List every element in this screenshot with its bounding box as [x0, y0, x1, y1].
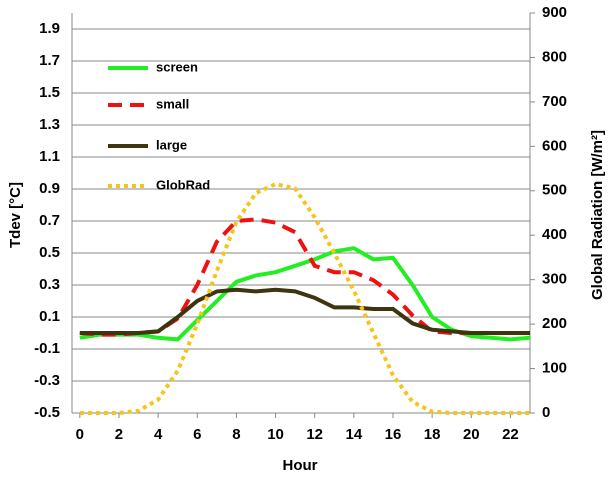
y-tick-label: 0.3: [39, 276, 60, 293]
y2-axis-label: Global Radiation [W/m²]: [589, 130, 606, 300]
legend-label: GlobRad: [156, 177, 210, 192]
y2-tick-label: 700: [542, 93, 567, 110]
y-tick-label: -0.5: [34, 404, 60, 421]
y-tick-label: 0.7: [39, 212, 60, 229]
x-tick-label: 20: [463, 426, 480, 443]
x-tick-label: 6: [193, 426, 201, 443]
x-tick-label: 2: [115, 426, 123, 443]
y-tick-label: 1.3: [39, 116, 60, 133]
y-tick-label: 0.1: [39, 308, 60, 325]
y2-tick-label: 500: [542, 182, 567, 199]
y2-tick-label: 900: [542, 4, 567, 21]
x-tick-label: 22: [502, 426, 519, 443]
y-tick-label: 1.9: [39, 20, 60, 37]
y2-tick-label: 800: [542, 48, 567, 65]
legend-label: small: [156, 96, 189, 111]
x-tick-label: 4: [154, 426, 163, 443]
x-tick-label: 14: [346, 426, 363, 443]
x-tick-label: 16: [385, 426, 402, 443]
series-line: [79, 182, 530, 415]
y-axis-label: Tdev [°C]: [7, 182, 24, 248]
x-tick-label: 12: [306, 426, 323, 443]
x-tick-label: 18: [424, 426, 441, 443]
y-tick-label: -0.3: [34, 372, 60, 389]
y-tick-label: 1.7: [39, 52, 60, 69]
legend-label: screen: [156, 59, 198, 74]
y2-tick-label: 0: [542, 404, 550, 421]
legend-label: large: [156, 137, 187, 152]
y-tick-label: 0.5: [39, 244, 60, 261]
x-tick-label: 8: [232, 426, 240, 443]
y2-tick-label: 400: [542, 226, 567, 243]
y-tick-label: 1.5: [39, 84, 60, 101]
x-tick-label: 10: [267, 426, 284, 443]
y2-tick-label: 300: [542, 271, 567, 288]
y-tick-label: -0.1: [34, 340, 60, 357]
y2-tick-label: 100: [542, 360, 567, 377]
y-tick-label: 0.9: [39, 180, 60, 197]
x-tick-label: 0: [76, 426, 84, 443]
x-axis-label: Hour: [283, 457, 318, 474]
series-line: [79, 287, 530, 335]
y-tick-label: 1.1: [39, 148, 60, 165]
y2-tick-label: 200: [542, 315, 567, 332]
y2-tick-label: 600: [542, 137, 567, 154]
